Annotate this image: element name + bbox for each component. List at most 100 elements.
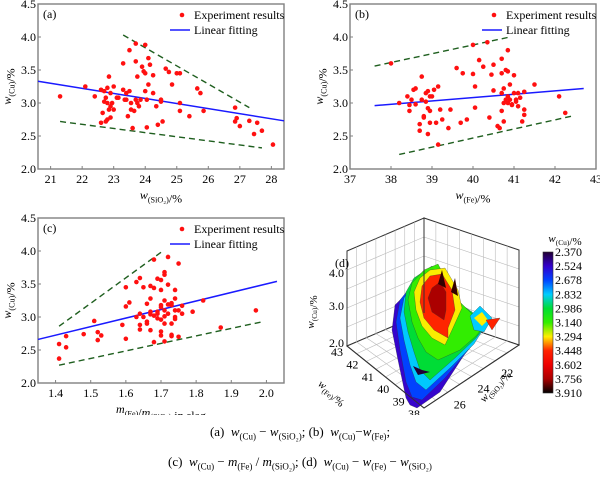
caption-text: ; [295, 454, 302, 469]
data-point [98, 333, 104, 338]
legend-label-points: Experiment results [506, 8, 597, 22]
data-point [513, 99, 519, 104]
x-tick-label: 42 [346, 357, 358, 371]
data-point [56, 341, 62, 347]
data-point [144, 125, 150, 130]
data-point [120, 87, 126, 93]
x-tick-label: 27 [234, 172, 246, 186]
data-point [111, 107, 116, 112]
x-tick-label: 22 [76, 172, 88, 186]
legend-marker-points [491, 12, 497, 18]
data-point [439, 117, 445, 122]
data-point [521, 89, 527, 95]
grid-line [346, 236, 425, 271]
data-point [169, 321, 174, 326]
data-point [56, 356, 62, 361]
data-point [158, 97, 164, 102]
surface-peak [451, 278, 458, 296]
data-point [148, 296, 153, 301]
data-point [151, 285, 157, 291]
data-point [177, 71, 183, 76]
data-point [137, 275, 143, 281]
x-tick-label: 1.9 [224, 386, 239, 400]
data-point [480, 64, 486, 69]
data-point [125, 113, 131, 119]
data-point [111, 84, 116, 89]
data-point [137, 327, 143, 332]
grid-line [346, 274, 425, 309]
caption-text: − [386, 454, 401, 469]
data-point [201, 108, 206, 114]
data-point [446, 125, 451, 131]
colorbar [542, 251, 554, 394]
y-tick-label: 2.5 [333, 129, 348, 143]
data-point [247, 118, 252, 124]
y-tick-label: 3.0 [21, 310, 36, 324]
caption-variable: w(Cu) [323, 454, 349, 472]
data-point [166, 69, 172, 75]
data-point [63, 333, 69, 339]
data-point [491, 88, 496, 93]
legend-marker-points [179, 12, 185, 18]
data-point [146, 82, 151, 87]
data-point [148, 283, 153, 289]
colorbar-tick-label: 3.140 [555, 316, 582, 330]
data-point [270, 142, 276, 147]
data-point [521, 107, 527, 112]
data-point [501, 100, 507, 106]
data-point [150, 72, 156, 78]
data-point [158, 277, 164, 283]
bound-line [58, 320, 264, 366]
data-point [458, 120, 464, 126]
x-tick-label: 24 [139, 172, 151, 186]
y-tick-label: 26 [454, 397, 466, 411]
data-point [464, 117, 470, 122]
data-point [509, 102, 515, 108]
data-point [138, 97, 143, 102]
surface-layer [413, 366, 430, 375]
data-point [155, 276, 160, 282]
data-point [190, 309, 195, 315]
x-tick-label: 28 [265, 172, 277, 186]
data-point [142, 88, 148, 94]
panel-label: (c) [43, 221, 56, 235]
data-point [120, 322, 125, 328]
data-point [413, 102, 418, 107]
y-tick-label: 3.0 [21, 96, 36, 110]
caption-variable: w(Cu) [188, 454, 215, 472]
caption-variable: w(Cu) [230, 424, 257, 442]
data-point [251, 131, 257, 137]
data-point [491, 62, 496, 68]
data-point [144, 321, 150, 326]
bound-line [122, 34, 250, 109]
panel-a: 2.0 2.5 3.0 3.5 4.0 4.5 21 22 23 24 25 26 27 28 (a) w(S… [0, 0, 285, 205]
surface-peak [438, 270, 446, 288]
surface-layer [427, 281, 447, 321]
data-point [427, 108, 433, 114]
y-tick-label: 22 [501, 366, 513, 380]
x-tick-label: 25 [171, 172, 183, 186]
y-tick-label: 4.0 [333, 30, 348, 44]
data-point [127, 300, 132, 305]
y-tick-label: 2.0 [21, 376, 36, 390]
data-point [123, 336, 129, 342]
colorbar-tick-label: 3.756 [555, 372, 582, 386]
z-tick-label: 4.0 [329, 266, 344, 280]
legend-label-points: Experiment results [194, 222, 285, 236]
x-tick-label: 21 [45, 172, 57, 186]
panel-c: 2.0 2.5 3.0 3.5 4.0 4.5 1.4 1.5 1.6 1.7 1.8 1.9 2.0 (… [0, 211, 285, 415]
data-point [407, 108, 412, 114]
data-point [501, 119, 507, 124]
caption-text: − [256, 424, 270, 439]
x-tick-label: 43 [590, 172, 600, 186]
data-point [158, 302, 164, 308]
data-point [169, 302, 174, 308]
caption-panel-label: (b) [308, 424, 331, 439]
x-tick-label: 1.5 [83, 386, 98, 400]
data-point [472, 105, 478, 110]
data-point [165, 282, 171, 287]
data-point [123, 285, 129, 290]
y-tick-label: 4.0 [21, 30, 36, 44]
data-point [423, 99, 429, 104]
